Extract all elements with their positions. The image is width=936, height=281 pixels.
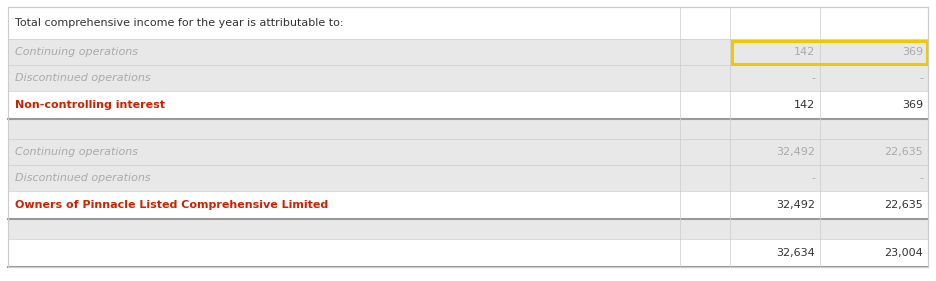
- Bar: [8, 7, 928, 39]
- Text: -: -: [811, 173, 815, 183]
- Bar: [8, 65, 928, 91]
- Text: 369: 369: [902, 100, 923, 110]
- Text: Discontinued operations: Discontinued operations: [15, 73, 151, 83]
- Text: 23,004: 23,004: [885, 248, 923, 258]
- Text: Non-controlling interest: Non-controlling interest: [15, 100, 165, 110]
- Bar: [732, 40, 927, 64]
- Text: Discontinued operations: Discontinued operations: [15, 173, 151, 183]
- Text: -: -: [811, 73, 815, 83]
- Text: 22,635: 22,635: [885, 147, 923, 157]
- Bar: [8, 119, 928, 139]
- Text: -: -: [919, 73, 923, 83]
- Text: -: -: [919, 173, 923, 183]
- Text: Total comprehensive income for the year is attributable to:: Total comprehensive income for the year …: [15, 18, 344, 28]
- Text: Continuing operations: Continuing operations: [15, 147, 138, 157]
- Bar: [8, 219, 928, 239]
- Text: Owners of Pinnacle Listed Comprehensive Limited: Owners of Pinnacle Listed Comprehensive …: [15, 200, 329, 210]
- Text: 32,492: 32,492: [776, 147, 815, 157]
- Text: 142: 142: [794, 47, 815, 57]
- Text: 32,492: 32,492: [776, 200, 815, 210]
- Bar: [8, 239, 928, 267]
- Bar: [8, 139, 928, 165]
- Bar: [8, 191, 928, 219]
- Text: 142: 142: [794, 100, 815, 110]
- Bar: [8, 39, 928, 65]
- Bar: [8, 91, 928, 119]
- Text: 369: 369: [902, 47, 923, 57]
- Text: 22,635: 22,635: [885, 200, 923, 210]
- Text: Continuing operations: Continuing operations: [15, 47, 138, 57]
- Bar: [8, 165, 928, 191]
- Text: 32,634: 32,634: [776, 248, 815, 258]
